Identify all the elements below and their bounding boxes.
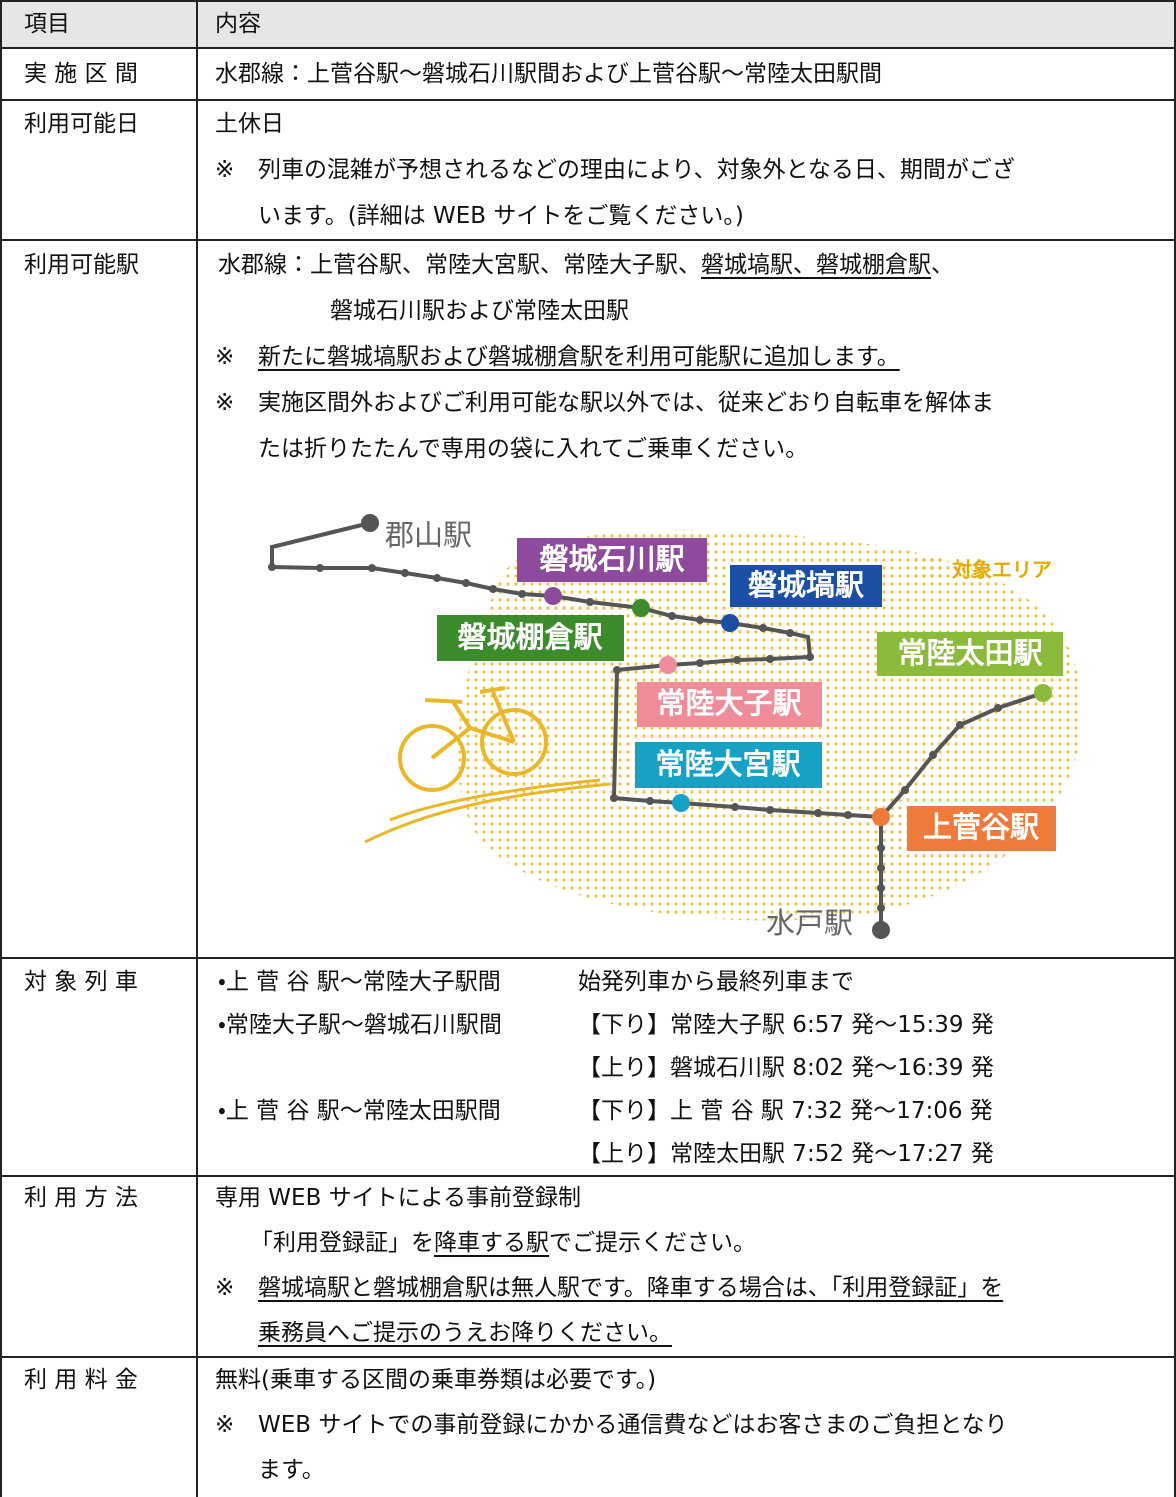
detail: 【上り】常陸太田駅 7:52 発～17:27 発 bbox=[578, 1141, 994, 1167]
line: ※ WEB サイトでの事前登録にかかる通信費などはお客さまのご負担となり bbox=[215, 1409, 1008, 1441]
header-cell: 項目 bbox=[24, 11, 70, 37]
row-label: 利用可能日 bbox=[24, 111, 139, 137]
text: 新たに磐城塙駅および磐城棚倉駅を利用可能駅に追加します。 bbox=[258, 344, 900, 370]
text: 水郡線：上菅谷駅～磐城石川駅間および上菅谷駅～常陸太田駅間 bbox=[215, 61, 882, 87]
line: ※ 実施区間外およびご利用可能な駅以外では、従来どおり自転車を解体ま bbox=[215, 387, 994, 419]
text: 降車する駅 bbox=[434, 1230, 549, 1256]
bicycle bbox=[364, 686, 611, 844]
station-box bbox=[437, 615, 624, 661]
row-label: 対 象 列 車 bbox=[24, 969, 138, 995]
station-label: 磐城石川駅 bbox=[539, 542, 684, 576]
header-bg bbox=[0, 0, 1176, 48]
line: 「利用登録証」を降車する駅でご提示ください。 bbox=[250, 1227, 756, 1259]
station-label: 常陸大子駅 bbox=[656, 686, 801, 720]
row-label: 利用可能駅 bbox=[24, 252, 139, 278]
station-label: 常陸太田駅 bbox=[897, 636, 1042, 670]
text: 実施区間外およびご利用可能な駅以外では、従来どおり自転車を解体ま bbox=[258, 390, 994, 416]
line: 磐城石川駅および常陸太田駅 bbox=[330, 295, 629, 327]
text: 磐城塙駅と磐城棚倉駅は無人駅です。降車する場合は、「利用登録証」を bbox=[258, 1275, 1004, 1301]
section: ・常陸大子駅～磐城石川駅間 bbox=[218, 1012, 502, 1038]
section: ・上 菅 谷 駅～常陸太田駅間 bbox=[218, 1098, 501, 1124]
text: 、 bbox=[931, 252, 954, 278]
border bbox=[0, 1356, 1176, 1358]
rail-line bbox=[268, 514, 1052, 939]
station-box bbox=[517, 538, 707, 582]
text: 無料(乗車する区間の乗車券類は必要です。) bbox=[215, 1367, 657, 1393]
note-mark: ※ bbox=[215, 1412, 235, 1438]
text: 乗務員へご提示のうえお降りください。 bbox=[258, 1320, 672, 1346]
border bbox=[196, 0, 198, 1497]
note-mark: ※ bbox=[215, 344, 235, 370]
line: ※ 新たに磐城塙駅および磐城棚倉駅を利用可能駅に追加します。 bbox=[215, 341, 900, 373]
line: ます。 bbox=[258, 1454, 325, 1486]
note-mark: ※ bbox=[215, 390, 235, 416]
row-label: 利 用 方 法 bbox=[24, 1185, 138, 1211]
text: 専用 WEB サイトによる事前登録制 bbox=[215, 1185, 581, 1211]
border bbox=[0, 1175, 1176, 1177]
text: 磐城塙駅、磐城棚倉駅 bbox=[701, 252, 931, 278]
header-cell: 内容 bbox=[215, 11, 261, 37]
border bbox=[0, 957, 1176, 959]
line: ・常陸大子駅～磐城石川駅間 【下り】常陸大子駅 6:57 発～15:39 発 bbox=[218, 1009, 994, 1041]
detail: 【上り】磐城石川駅 8:02 発～16:39 発 bbox=[578, 1055, 994, 1081]
station-label: 郡山駅 bbox=[385, 518, 472, 552]
station-box bbox=[907, 806, 1056, 851]
station-box bbox=[730, 565, 882, 607]
border bbox=[0, 0, 2, 1497]
detail: 【下り】上 菅 谷 駅 7:32 発～17:06 発 bbox=[578, 1098, 993, 1124]
station-label: 磐城塙駅 bbox=[748, 568, 864, 602]
text: ます。 bbox=[258, 1457, 325, 1483]
legend: 対象エリア bbox=[951, 558, 1052, 582]
text: でご提示ください。 bbox=[549, 1230, 756, 1256]
border bbox=[0, 239, 1176, 241]
text: 「利用登録証」を bbox=[250, 1230, 434, 1256]
line: ・上 菅 谷 駅～常陸大子駅間 始発列車から最終列車まで bbox=[218, 966, 854, 998]
station-box bbox=[877, 632, 1063, 676]
line: たは折りたたんで専用の袋に入れてご乗車ください。 bbox=[258, 433, 808, 465]
section: ・上 菅 谷 駅～常陸大子駅間 bbox=[218, 969, 501, 995]
station-label: 上菅谷駅 bbox=[923, 810, 1039, 844]
note-mark: ※ bbox=[215, 157, 235, 183]
line: ※ 磐城塙駅と磐城棚倉駅は無人駅です。降車する場合は、「利用登録証」を bbox=[215, 1272, 1003, 1304]
border bbox=[0, 0, 1176, 2]
detail: 始発列車から最終列車まで bbox=[578, 969, 854, 995]
text: 磐城石川駅および常陸太田駅 bbox=[330, 298, 629, 324]
line: います。(詳細は WEB サイトをご覧ください。) bbox=[258, 200, 744, 232]
line: 水郡線：上菅谷駅～磐城石川駅間および上菅谷駅～常陸太田駅間 bbox=[215, 58, 882, 90]
detail: 【下り】常陸大子駅 6:57 発～15:39 発 bbox=[578, 1012, 994, 1038]
line: 【上り】磐城石川駅 8:02 発～16:39 発 bbox=[578, 1052, 994, 1084]
line: 【上り】常陸太田駅 7:52 発～17:27 発 bbox=[578, 1138, 994, 1170]
line: 水郡線：上菅谷駅、常陸大宮駅、常陸大子駅、磐城塙駅、磐城棚倉駅、 bbox=[218, 249, 954, 281]
station-label: 水戸駅 bbox=[766, 906, 853, 940]
legend-swatch bbox=[915, 558, 941, 580]
line: 無料(乗車する区間の乗車券類は必要です。) bbox=[215, 1364, 656, 1396]
row-label: 実 施 区 間 bbox=[24, 61, 138, 87]
line: 乗務員へご提示のうえお降りください。 bbox=[258, 1317, 672, 1349]
text: 水郡線：上菅谷駅、常陸大宮駅、常陸大子駅、 bbox=[218, 252, 701, 278]
border bbox=[1174, 0, 1176, 1497]
text: います。(詳細は WEB サイトをご覧ください。) bbox=[258, 203, 744, 229]
station-label: 常陸大宮駅 bbox=[655, 747, 800, 781]
border bbox=[0, 47, 1176, 49]
station-box bbox=[637, 682, 822, 727]
line: ※ 列車の混雑が予想されるなどの理由により、対象外となる日、期間がござ bbox=[215, 154, 1015, 186]
border bbox=[0, 99, 1176, 101]
line: 土休日 bbox=[215, 108, 284, 140]
line: 専用 WEB サイトによる事前登録制 bbox=[215, 1182, 581, 1214]
line: ・上 菅 谷 駅～常陸太田駅間 【下り】上 菅 谷 駅 7:32 発～17:06 … bbox=[218, 1095, 993, 1127]
text: WEB サイトでの事前登録にかかる通信費などはお客さまのご負担となり bbox=[258, 1412, 1008, 1438]
text: 列車の混雑が予想されるなどの理由により、対象外となる日、期間がござ bbox=[258, 157, 1015, 183]
station-box bbox=[635, 742, 822, 788]
text: 土休日 bbox=[215, 111, 284, 137]
note-mark: ※ bbox=[215, 1275, 235, 1301]
station-label: 磐城棚倉駅 bbox=[457, 620, 602, 654]
text: たは折りたたんで専用の袋に入れてご乗車ください。 bbox=[258, 436, 809, 462]
row-label: 利 用 料 金 bbox=[24, 1367, 138, 1393]
target-area bbox=[457, 529, 1083, 921]
